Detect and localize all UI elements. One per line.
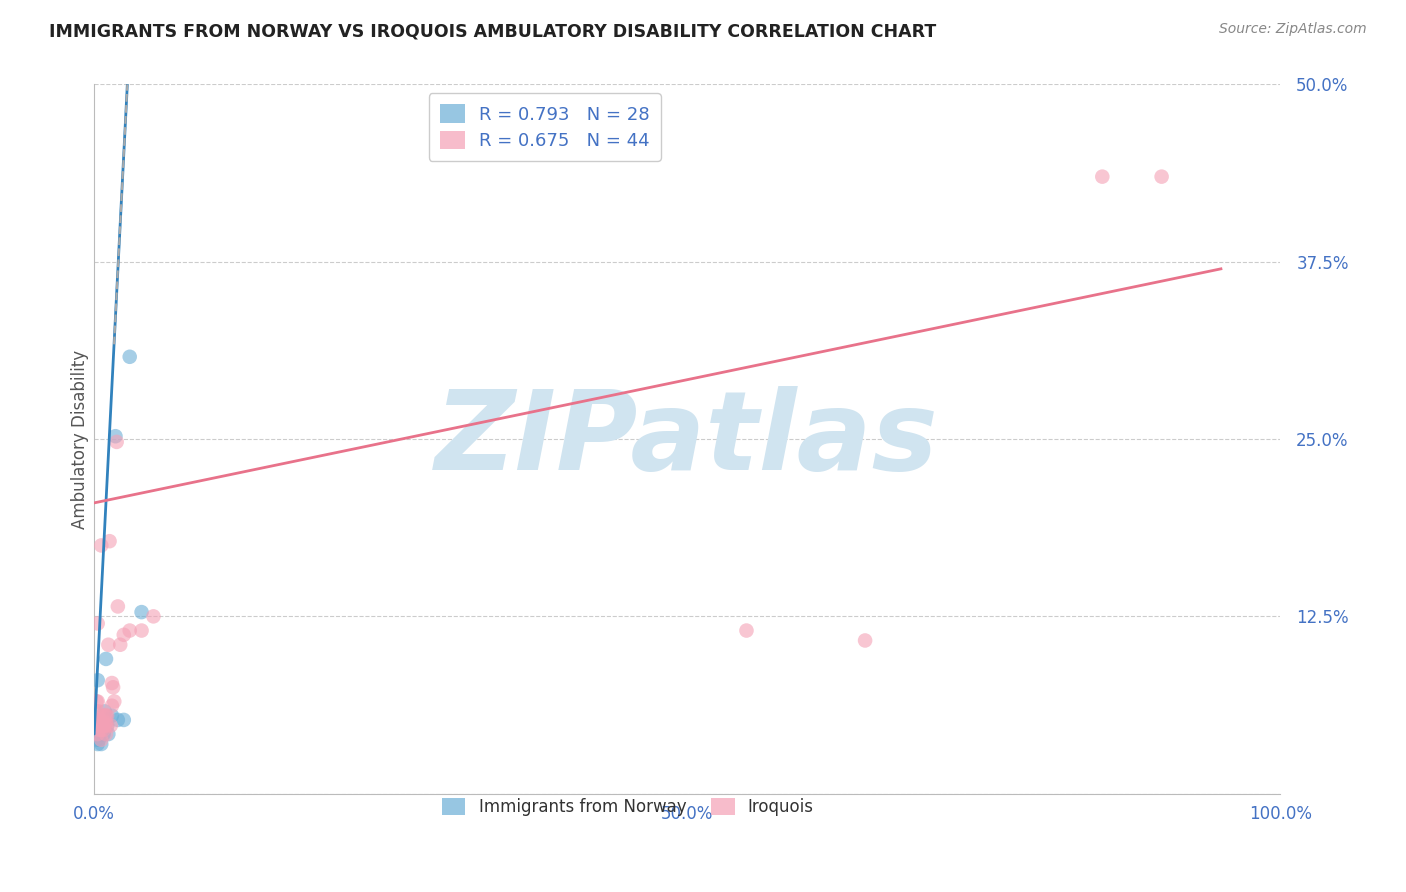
Point (86, 727, 108, 741)
Point (87, 732, 110, 747)
Point (101, 681, 124, 695)
Point (89, 727, 111, 741)
Point (86, 732, 108, 747)
Point (89, 718, 111, 732)
Point (86, 673, 108, 688)
Point (94, 708, 117, 723)
Point (89, 718, 111, 732)
Point (94, 718, 117, 732)
Point (1150, 169, 1173, 184)
Point (112, 713, 135, 727)
Point (98, 534, 121, 549)
Point (94, 652, 117, 666)
Point (107, 713, 129, 727)
Point (90, 538, 112, 552)
Point (91, 713, 114, 727)
Point (93, 718, 115, 732)
Point (118, 350, 141, 364)
Point (94, 727, 117, 741)
Point (93, 727, 115, 741)
Point (87, 727, 110, 741)
Point (101, 676, 124, 690)
Point (101, 708, 124, 723)
Point (131, 624, 153, 638)
Point (131, 605, 153, 619)
Point (118, 624, 141, 638)
Point (90, 737, 112, 751)
Point (107, 599, 129, 614)
Point (87, 723, 110, 737)
Point (87, 723, 110, 737)
Point (86, 737, 108, 751)
Point (104, 429, 127, 443)
Point (105, 434, 128, 449)
Text: Source: ZipAtlas.com: Source: ZipAtlas.com (1219, 22, 1367, 37)
Point (86, 616, 108, 631)
Point (84, 718, 107, 732)
Point (87, 705, 110, 719)
Point (91, 718, 114, 732)
Y-axis label: Ambulatory Disability: Ambulatory Disability (72, 350, 89, 529)
Point (86, 727, 108, 741)
Point (101, 698, 124, 713)
Point (90, 732, 112, 747)
Point (91, 723, 114, 737)
Point (735, 624, 758, 638)
Point (94, 705, 117, 719)
Point (86, 723, 108, 737)
Point (96, 708, 118, 723)
Point (91, 708, 114, 723)
Point (90, 718, 112, 732)
Point (96, 718, 118, 732)
Point (97, 727, 120, 741)
Point (94, 708, 117, 723)
Point (1091, 169, 1114, 184)
Point (103, 694, 125, 708)
Point (100, 718, 122, 732)
Point (86, 694, 108, 708)
Point (89, 713, 111, 727)
Point (86, 705, 108, 719)
Point (853, 633, 876, 648)
Point (86, 694, 108, 708)
Text: ZIPatlas: ZIPatlas (436, 385, 939, 492)
Point (110, 638, 132, 652)
Point (142, 609, 165, 624)
Point (84, 723, 107, 737)
Point (96, 718, 118, 732)
Point (89, 715, 111, 730)
Point (97, 638, 120, 652)
Point (90, 723, 112, 737)
Point (91, 715, 114, 730)
Point (94, 715, 117, 730)
Point (112, 628, 135, 642)
Legend: Immigrants from Norway, Iroquois: Immigrants from Norway, Iroquois (433, 789, 823, 824)
Point (93, 723, 115, 737)
Point (89, 713, 111, 727)
Text: IMMIGRANTS FROM NORWAY VS IROQUOIS AMBULATORY DISABILITY CORRELATION CHART: IMMIGRANTS FROM NORWAY VS IROQUOIS AMBUL… (49, 22, 936, 40)
Point (93, 718, 115, 732)
